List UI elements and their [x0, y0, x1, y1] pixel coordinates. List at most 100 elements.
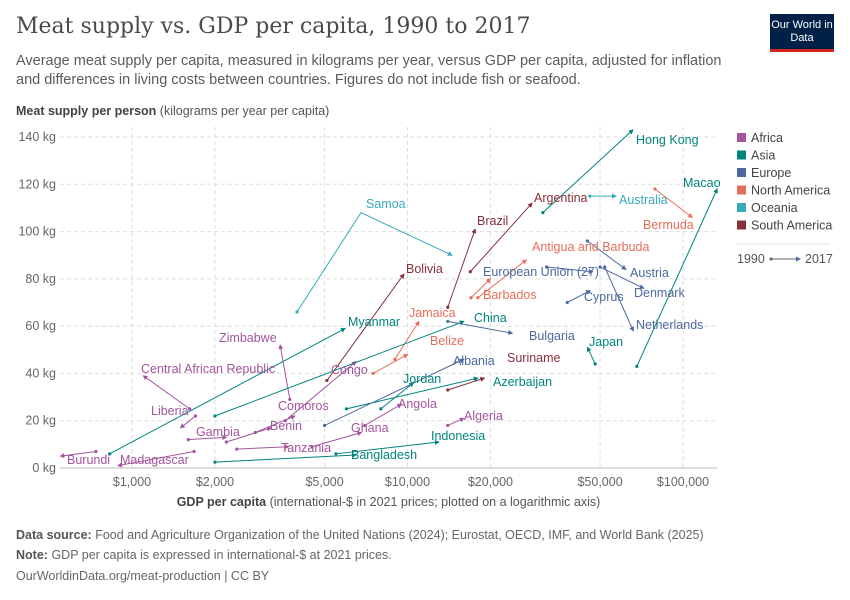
label-myanmar: Myanmar [348, 315, 400, 329]
label-china: China [474, 311, 507, 325]
label-austria: Austria [630, 266, 669, 280]
time-start-dot [769, 257, 773, 261]
label-netherlands: Netherlands [636, 318, 703, 332]
y-tick-label: 60 kg [25, 319, 56, 333]
start-point-algeria [446, 423, 450, 428]
series-arrow-myanmar [109, 328, 346, 455]
owid-logo[interactable]: Our World in Data [770, 14, 834, 52]
legend-swatch [737, 150, 746, 160]
label-bermuda: Bermuda [643, 218, 694, 232]
label-samoa: Samoa [366, 197, 406, 211]
start-point-bulgaria [446, 319, 450, 324]
start-point-belize [371, 371, 375, 376]
legend-item-north-america[interactable]: North America [737, 184, 830, 198]
legend-swatch [737, 220, 746, 230]
series-arrow-comoros [254, 415, 296, 433]
legend-swatch [737, 185, 746, 195]
label-benin: Benin [270, 419, 302, 433]
legend-label: Europe [751, 166, 791, 180]
y-tick-label: 80 kg [25, 272, 56, 286]
label-azerbaijan: Azerbaijan [493, 375, 552, 389]
label-indonesia: Indonesia [431, 429, 485, 443]
series-arrow-jordan [380, 382, 415, 410]
chart-title: Meat supply vs. GDP per capita, 1990 to … [16, 14, 531, 39]
series-arrow-hong-kong [542, 129, 634, 214]
series-arrow-austria [587, 240, 627, 270]
label-congo: Congo [331, 363, 368, 377]
legend-swatch [737, 133, 746, 142]
label-european-union-27: European Union (27) [483, 265, 599, 279]
legend-item-south-america[interactable]: South America [737, 219, 832, 233]
series-arrow-belize [372, 354, 409, 374]
series-arrow-japan [586, 346, 596, 365]
start-point-australia [588, 194, 592, 198]
x-tick-label: $1,000 [113, 475, 151, 489]
x-tick-label: $2,000 [196, 475, 234, 489]
start-point-netherlands [603, 265, 607, 269]
start-point-bangladesh [213, 460, 217, 464]
x-tick-label: $20,000 [468, 475, 513, 489]
label-jamaica: Jamaica [409, 306, 456, 320]
y-tick-label: 40 kg [25, 366, 56, 380]
x-tick-label: $50,000 [577, 475, 622, 489]
label-jordan: Jordan [403, 372, 441, 386]
label-burundi: Burundi [67, 453, 110, 467]
series-arrow-albania [324, 358, 465, 426]
start-point-denmark [598, 265, 602, 269]
series-arrow-antigua-and-barbuda [477, 259, 528, 299]
source-url[interactable]: OurWorldinData.org/meat-production | CC … [16, 569, 270, 583]
series-arrow-argentina [469, 202, 533, 273]
legend-item-oceania[interactable]: Oceania [737, 201, 798, 215]
start-point-antigua-and-barbuda [476, 296, 480, 300]
series-arrow-european-union-27 [546, 266, 594, 274]
y-tick-label: 140 kg [18, 130, 56, 144]
label-australia: Australia [619, 193, 668, 207]
legend-item-africa[interactable]: Africa [737, 131, 783, 145]
start-point-jordan [379, 407, 383, 411]
start-point-tanzania [235, 447, 239, 451]
series-arrow-algeria [447, 417, 465, 426]
note: Note: GDP per capita is expressed in int… [16, 548, 392, 562]
label-argentina: Argentina [534, 191, 588, 205]
time-start-label: 1990 [737, 252, 765, 266]
legend-label: Africa [751, 131, 783, 145]
start-point-japan [593, 362, 597, 366]
legend-item-asia[interactable]: Asia [737, 149, 775, 163]
series-arrow-zimbabwe [278, 344, 291, 400]
x-tick-label: $10,000 [385, 475, 430, 489]
label-barbados: Barbados [483, 288, 537, 302]
start-point-argentina [468, 270, 472, 274]
legend-label: Asia [751, 149, 775, 163]
start-point-bolivia [325, 378, 329, 383]
label-zimbabwe: Zimbabwe [219, 331, 277, 345]
series-arrow-ghana [311, 431, 363, 448]
series-arrow-jamaica [394, 320, 420, 360]
legend-label: Oceania [751, 201, 798, 215]
x-axis-label: GDP per capita (international-$ in 2021 … [176, 495, 601, 509]
label-bolivia: Bolivia [406, 262, 443, 276]
series-arrow-benin [226, 426, 273, 443]
label-central-african-republic: Central African Republic [141, 362, 275, 376]
legend-item-europe[interactable]: Europe [737, 166, 791, 180]
series-arrow-bangladesh [214, 452, 357, 463]
series-arrow-barbados [470, 278, 492, 299]
y-tick-label: 120 kg [18, 177, 56, 191]
label-hong-kong: Hong Kong [636, 133, 699, 147]
start-point-brazil [446, 305, 450, 309]
start-point-hong-kong [541, 211, 545, 215]
x-tick-label: $100,000 [657, 475, 709, 489]
start-point-indonesia [334, 452, 338, 456]
start-point-myanmar [108, 452, 112, 456]
label-belize: Belize [430, 334, 464, 348]
series-arrow-madagascar [117, 450, 195, 468]
y-axis-label: Meat supply per person (kilograms per ye… [16, 104, 330, 118]
start-point-cyprus [565, 300, 569, 305]
start-point-benin [224, 440, 228, 444]
start-point-european-union-27 [545, 265, 549, 269]
start-point-macao [635, 364, 639, 368]
start-point-gambia [186, 438, 190, 442]
start-point-jamaica [393, 357, 397, 361]
series-arrow-denmark [599, 266, 645, 289]
start-point-zimbabwe [288, 397, 292, 402]
legend: Africa Asia Europe North America Oceania Sout… [737, 131, 833, 266]
